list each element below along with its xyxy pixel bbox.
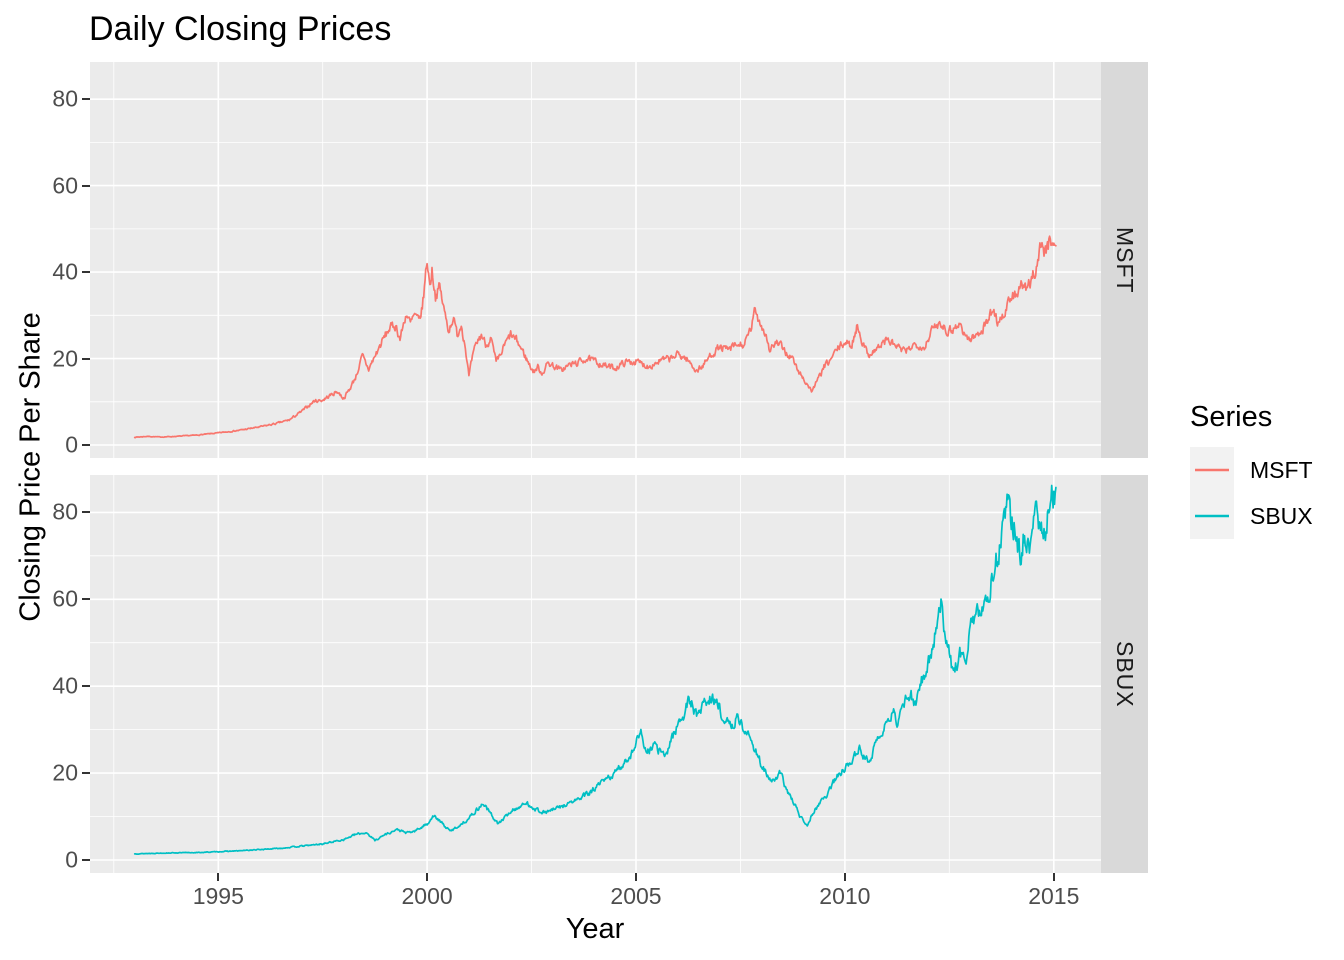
y-tick-mark: [82, 184, 90, 187]
sbux-key-line-icon: [1195, 514, 1229, 518]
x-tick-mark: [426, 873, 429, 881]
legend-key-sbux: [1190, 493, 1234, 539]
legend-key-msft: [1190, 447, 1234, 493]
y-tick-mark: [82, 511, 90, 514]
sbux-line-chart: [90, 475, 1101, 873]
y-tick-label: 40: [52, 258, 78, 285]
x-tick-mark: [1052, 873, 1055, 881]
y-tick-label: 0: [65, 846, 78, 873]
x-tick-label: 2000: [401, 883, 453, 909]
y-tick-mark: [82, 685, 90, 688]
legend-entry-sbux: SBUX: [1190, 493, 1313, 539]
y-tick-label: 20: [52, 345, 78, 372]
x-tick-label: 1995: [192, 883, 244, 909]
y-axis-title: Closing Price Per Share: [14, 312, 47, 622]
x-axis-title: Year: [565, 913, 625, 945]
legend-title: Series: [1190, 401, 1273, 433]
y-tick-mark: [82, 444, 90, 446]
y-tick-mark: [82, 98, 90, 101]
legend-entry-msft: MSFT: [1190, 447, 1313, 493]
y-tick-mark: [82, 271, 90, 274]
x-tick-mark: [635, 873, 637, 881]
facet-strip-msft: MSFT: [1101, 62, 1148, 458]
x-tick-label: 2005: [610, 883, 662, 909]
x-tick-label: 2015: [1028, 883, 1080, 909]
y-tick-label: 60: [52, 585, 78, 612]
x-tick-label: 2010: [819, 883, 871, 909]
y-tick-label: 40: [52, 672, 78, 699]
y-tick-label: 60: [52, 172, 78, 199]
msft-key-line-icon: [1195, 468, 1229, 472]
panel-msft: [90, 62, 1101, 458]
y-tick-label: 0: [65, 431, 78, 458]
x-tick-mark: [217, 873, 220, 881]
plot-title: Daily Closing Prices: [89, 10, 392, 48]
x-tick-mark: [843, 873, 846, 881]
msft-line: [133, 235, 1057, 439]
sbux-line: [133, 484, 1057, 855]
facet-strip-msft-label: MSFT: [1112, 226, 1138, 294]
facet-strip-sbux: SBUX: [1101, 475, 1148, 873]
y-tick-mark: [82, 772, 90, 775]
y-tick-mark: [82, 859, 90, 861]
legend-label-sbux: SBUX: [1250, 502, 1313, 529]
facet-strip-sbux-label: SBUX: [1112, 640, 1138, 708]
y-tick-label: 20: [52, 759, 78, 786]
panel-sbux: [90, 475, 1101, 873]
y-tick-label: 80: [52, 498, 78, 525]
legend: Series MSFT SBUX: [1190, 401, 1313, 539]
msft-line-chart: [90, 62, 1101, 458]
y-tick-mark: [82, 598, 90, 601]
y-tick-mark: [82, 357, 90, 360]
y-tick-label: 80: [52, 85, 78, 112]
legend-label-msft: MSFT: [1250, 456, 1313, 483]
